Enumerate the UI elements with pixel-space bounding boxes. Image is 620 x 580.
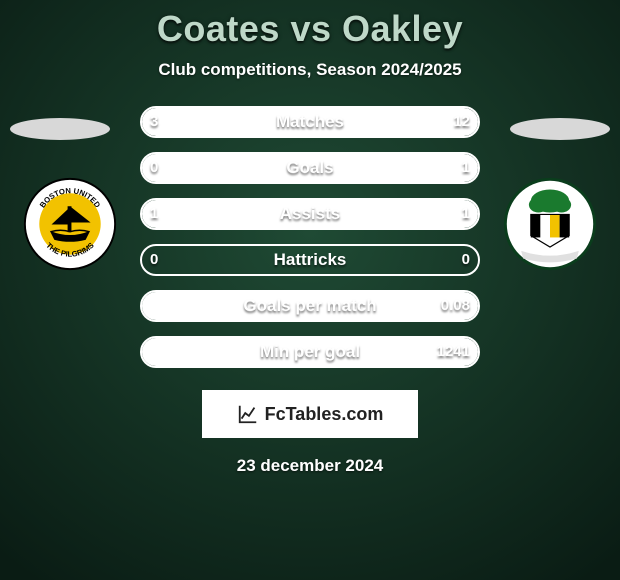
stat-bar-right-fill bbox=[142, 292, 478, 320]
page-title: Coates vs Oakley bbox=[157, 8, 463, 50]
stat-row: Min per goal1241 bbox=[0, 336, 620, 368]
stat-value-left: 0 bbox=[150, 152, 158, 184]
brand-badge[interactable]: FcTables.com bbox=[202, 390, 418, 438]
stat-value-left: 3 bbox=[150, 106, 158, 138]
stats-container: Matches312Goals01Assists11Hattricks00Goa… bbox=[0, 106, 620, 368]
stat-bar-right-fill bbox=[310, 200, 478, 228]
stat-value-left: 1 bbox=[150, 198, 158, 230]
page-subtitle: Club competitions, Season 2024/2025 bbox=[158, 60, 461, 80]
date-label: 23 december 2024 bbox=[237, 456, 384, 476]
stat-row: Goals01 bbox=[0, 152, 620, 184]
stat-value-right: 12 bbox=[453, 106, 470, 138]
stat-bar bbox=[140, 244, 480, 276]
stat-value-right: 0 bbox=[462, 244, 470, 276]
stat-bar bbox=[140, 106, 480, 138]
stat-bar-right-fill bbox=[142, 154, 478, 182]
stat-bar-left-fill bbox=[142, 200, 310, 228]
stat-value-right: 1 bbox=[462, 198, 470, 230]
stat-value-right: 1241 bbox=[437, 336, 470, 368]
stat-bar-right-fill bbox=[142, 338, 478, 366]
stat-row: Matches312 bbox=[0, 106, 620, 138]
stat-bar bbox=[140, 198, 480, 230]
brand-chart-icon bbox=[237, 403, 259, 425]
stat-row: Goals per match0.08 bbox=[0, 290, 620, 322]
stat-bar bbox=[140, 152, 480, 184]
brand-label: FcTables.com bbox=[265, 404, 384, 425]
stat-value-right: 1 bbox=[462, 152, 470, 184]
stat-row: Assists11 bbox=[0, 198, 620, 230]
stat-bar bbox=[140, 290, 480, 322]
stat-value-left: 0 bbox=[150, 244, 158, 276]
stat-bar-right-fill bbox=[209, 108, 478, 136]
stat-value-right: 0.08 bbox=[441, 290, 470, 322]
stat-row: Hattricks00 bbox=[0, 244, 620, 276]
stat-bar bbox=[140, 336, 480, 368]
